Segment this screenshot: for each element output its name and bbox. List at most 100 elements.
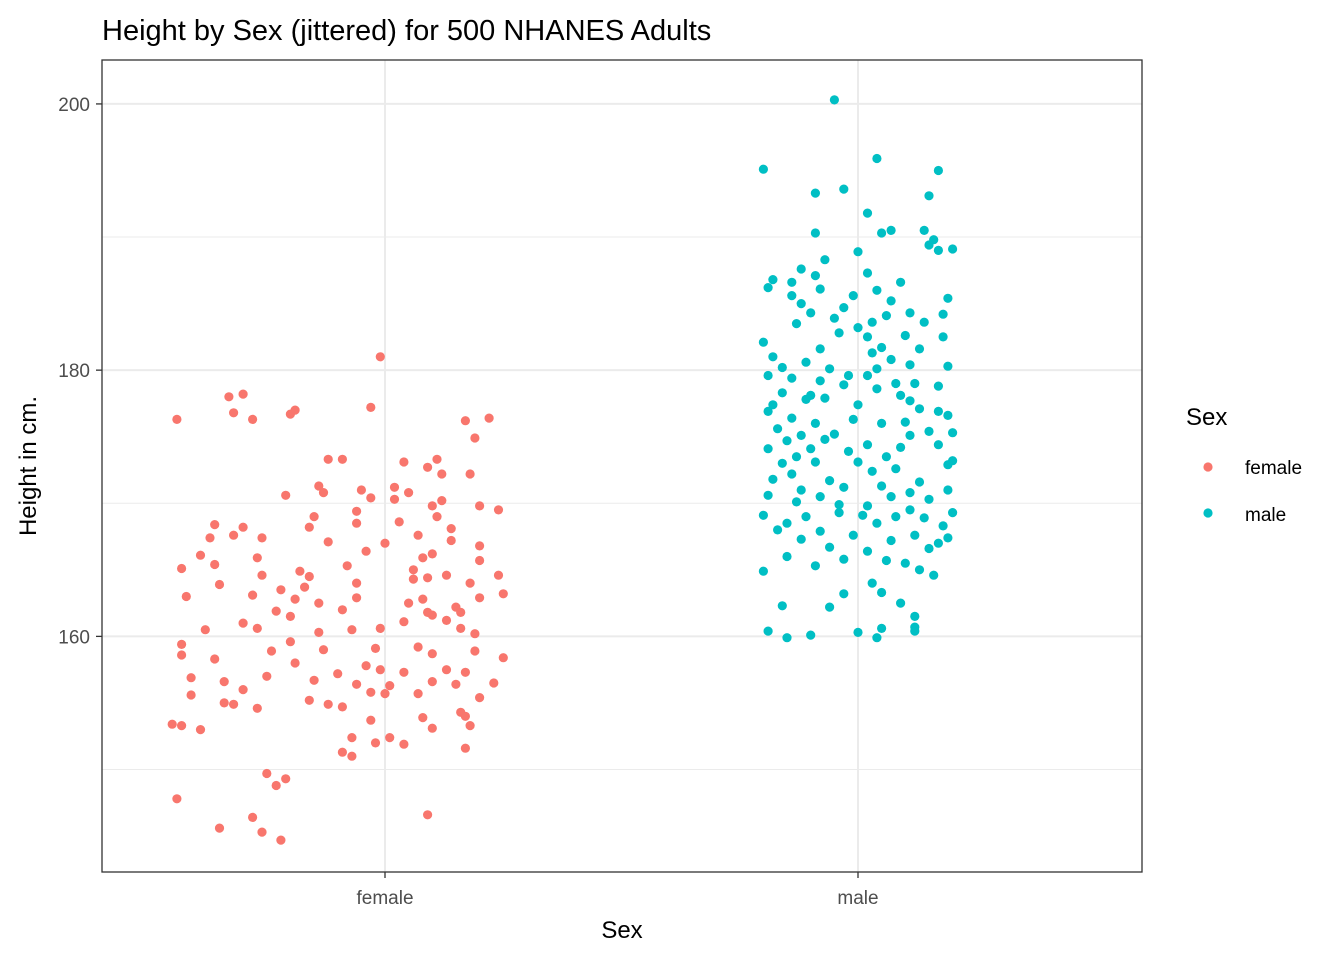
- data-point-female: [451, 679, 461, 689]
- data-point-male: [853, 627, 863, 638]
- data-point-male: [862, 440, 873, 450]
- legend-item-female: female: [1203, 458, 1302, 479]
- data-point-male: [862, 332, 873, 342]
- data-point-male: [872, 633, 882, 643]
- data-point-female: [285, 611, 295, 622]
- data-point-female: [304, 571, 314, 582]
- data-point-male: [881, 311, 892, 321]
- data-point-female: [427, 649, 437, 659]
- data-point-male: [924, 240, 934, 250]
- data-point-female: [399, 739, 409, 749]
- data-point-male: [768, 352, 778, 362]
- data-point-female: [437, 469, 447, 479]
- data-point-male: [867, 578, 877, 588]
- data-point-male: [943, 533, 953, 543]
- data-point-female: [380, 538, 390, 548]
- data-point-male: [886, 296, 896, 306]
- data-point-male: [787, 277, 797, 287]
- data-point-male: [905, 396, 915, 406]
- data-point-female: [375, 623, 385, 634]
- data-point-female: [347, 751, 357, 761]
- data-point-male: [810, 561, 821, 571]
- data-point-male: [877, 342, 887, 353]
- data-point-male: [829, 429, 840, 439]
- data-point-female: [493, 570, 504, 580]
- x-axis: female male: [356, 872, 879, 909]
- data-point-female: [460, 416, 470, 426]
- data-point-male: [839, 303, 849, 313]
- data-point-female: [290, 594, 300, 604]
- data-point-male: [881, 555, 892, 566]
- data-point-female: [423, 462, 433, 472]
- data-point-female: [446, 524, 456, 534]
- data-point-male: [801, 394, 811, 404]
- grid-lines: [102, 60, 1142, 872]
- data-point-male: [914, 404, 925, 414]
- data-point-female: [252, 553, 262, 563]
- data-point-female: [470, 646, 480, 656]
- data-point-male: [877, 623, 887, 634]
- data-point-female: [408, 574, 418, 584]
- data-point-female: [200, 625, 210, 635]
- data-point-female: [318, 488, 329, 498]
- data-point-male: [806, 630, 816, 640]
- data-point-female: [408, 565, 418, 575]
- data-point-female: [238, 389, 248, 399]
- data-point-male: [815, 492, 825, 502]
- data-point-male: [896, 277, 906, 287]
- data-point-male: [933, 538, 944, 548]
- data-point-male: [787, 413, 797, 423]
- data-point-male: [910, 530, 920, 540]
- data-point-female: [304, 522, 314, 532]
- data-point-female: [238, 522, 248, 532]
- data-point-female: [352, 578, 362, 588]
- data-point-male: [933, 245, 944, 255]
- data-point-male: [777, 362, 787, 373]
- data-point-male: [943, 485, 953, 495]
- data-point-female: [460, 743, 470, 753]
- data-point-female: [423, 573, 433, 583]
- data-point-male: [905, 308, 915, 318]
- data-point-female: [271, 780, 281, 791]
- data-point-female: [172, 794, 182, 804]
- data-point-male: [839, 589, 849, 599]
- y-tick-label: 200: [58, 95, 90, 116]
- data-point-male: [796, 485, 806, 495]
- plot-border: [101, 59, 1143, 873]
- legend-key-male: [1203, 508, 1213, 518]
- data-point-female: [475, 501, 485, 511]
- data-point-male: [825, 542, 835, 552]
- data-point-male: [910, 611, 920, 622]
- data-point-male: [886, 225, 896, 235]
- data-point-female: [229, 699, 239, 709]
- data-point-male: [763, 444, 773, 454]
- data-point-male: [825, 476, 835, 486]
- data-point-female: [186, 690, 196, 700]
- x-tick-label-female: female: [356, 888, 413, 909]
- data-point-female: [323, 454, 333, 464]
- data-point-male: [782, 518, 792, 528]
- data-point-male: [929, 570, 939, 580]
- legend-title: Sex: [1186, 404, 1227, 431]
- data-point-male: [815, 344, 825, 354]
- data-point-male: [872, 285, 882, 295]
- data-point-female: [352, 679, 362, 689]
- data-point-male: [834, 507, 844, 518]
- data-point-female: [432, 511, 442, 522]
- data-point-female: [177, 650, 187, 660]
- data-point-male: [877, 228, 887, 238]
- data-point-female: [465, 721, 475, 731]
- data-point-male: [896, 598, 906, 608]
- data-point-male: [777, 388, 787, 398]
- data-point-female: [342, 561, 352, 571]
- data-point-female: [389, 482, 400, 492]
- y-axis: 160 180 200: [58, 95, 102, 648]
- data-point-female: [427, 723, 437, 733]
- data-point-female: [475, 541, 485, 551]
- data-point-female: [366, 715, 376, 725]
- data-point-female: [252, 623, 262, 634]
- data-point-male: [810, 271, 821, 281]
- data-point-male: [782, 551, 792, 562]
- data-point-female: [437, 496, 447, 506]
